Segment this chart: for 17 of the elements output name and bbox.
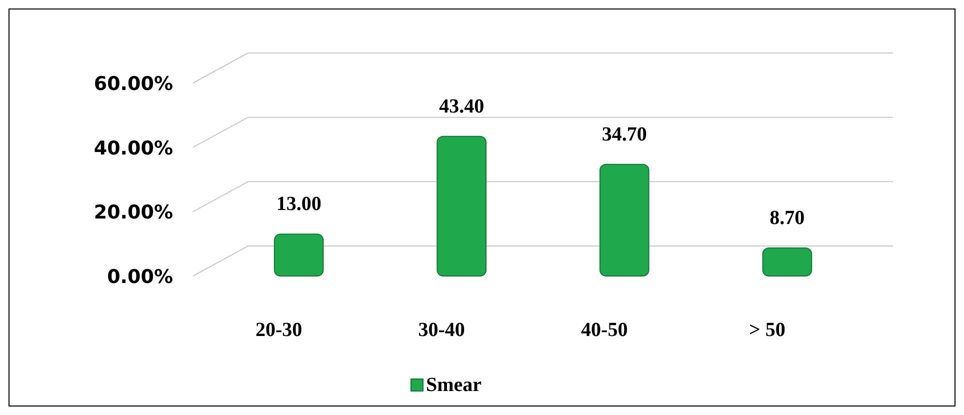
bar (599, 164, 650, 276)
x-tick-label: 20-30 (255, 319, 302, 341)
y-tick-label: 60.00% (94, 73, 173, 95)
bar (274, 234, 324, 276)
bar (436, 136, 487, 276)
x-tick-label: 30-40 (418, 319, 465, 341)
data-label: 34.70 (602, 123, 647, 146)
x-tick-label: 40-50 (581, 319, 628, 341)
y-tick-label: 20.00% (94, 202, 173, 224)
data-label: 8.70 (770, 207, 805, 230)
bar (762, 248, 812, 276)
data-label: 43.40 (439, 95, 484, 118)
data-label: 13.00 (276, 193, 322, 216)
x-tick-label: > 50 (748, 319, 786, 341)
y-tick-label: 0.00% (107, 266, 173, 288)
y-tick-label: 40.00% (94, 137, 173, 160)
legend-label: Smear (426, 374, 482, 396)
